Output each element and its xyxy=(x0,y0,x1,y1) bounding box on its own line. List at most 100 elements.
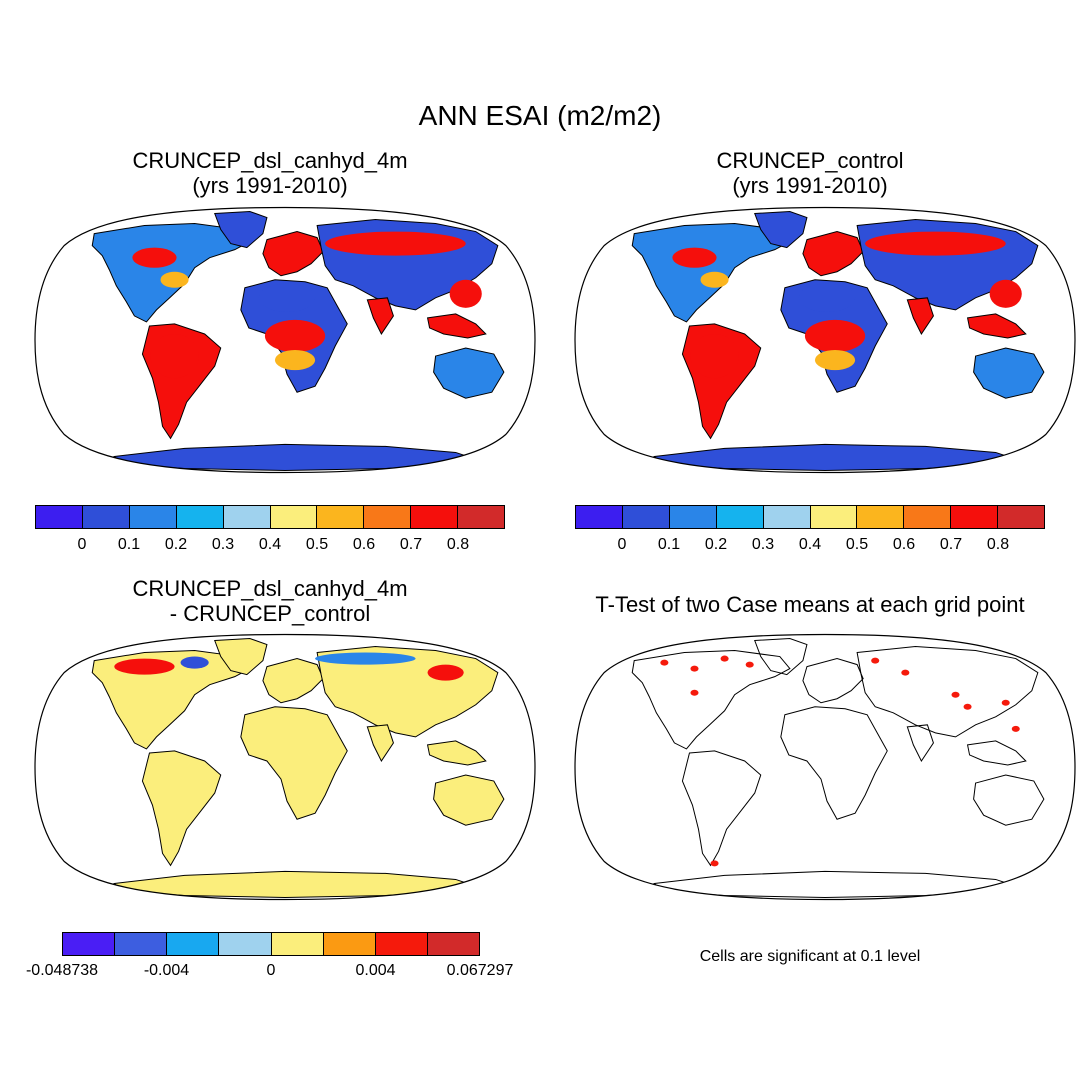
colorbar-box xyxy=(669,506,717,528)
landmass-greenland xyxy=(754,210,808,249)
colorbar-tick-label: 0.5 xyxy=(305,536,329,553)
landmass-africa xyxy=(240,706,348,820)
coastline-greenland xyxy=(754,637,808,676)
colorbar-tick-label: 0.4 xyxy=(798,536,822,553)
colorbar-tick-label: 0.1 xyxy=(117,536,141,553)
colorbar-box xyxy=(576,506,623,528)
colorbar-box xyxy=(716,506,764,528)
colorbar-tick-label: 0.7 xyxy=(939,536,963,553)
high-esai-boreal-america xyxy=(672,247,717,268)
high-esai-east-asia xyxy=(449,279,482,308)
colorbar-tick-label: 0.067297 xyxy=(446,962,514,979)
landmass-europe xyxy=(802,231,864,277)
colorbar-box xyxy=(427,933,479,955)
colorbar-box xyxy=(176,506,224,528)
colorbar-tick-label: 0.4 xyxy=(258,536,282,553)
land-layer xyxy=(631,637,1045,899)
colorbar-tick-label: 0.3 xyxy=(751,536,775,553)
colorbar-tick-label: 0.2 xyxy=(164,536,188,553)
coastline-asia xyxy=(856,646,1039,738)
landmass-australia xyxy=(433,347,505,399)
colorbar-box xyxy=(364,506,412,528)
high-esai-siberia xyxy=(865,231,1006,256)
land-layer xyxy=(91,210,505,472)
panel-title-line1: T-Test of two Case means at each grid po… xyxy=(595,592,1025,617)
significant-cell xyxy=(690,665,699,672)
coastline-seasia xyxy=(966,740,1027,766)
figure-title: ANN ESAI (m2/m2) xyxy=(418,100,662,131)
panel-title-line1: CRUNCEP_control xyxy=(716,148,904,173)
land-layer xyxy=(91,637,505,899)
landmass-greenland xyxy=(214,210,268,249)
colorbar-box xyxy=(904,506,952,528)
panel-title-case: CRUNCEP_dsl_canhyd_4m (yrs 1991-2010) xyxy=(70,148,470,199)
coastline-africa xyxy=(780,706,888,820)
colorbar-box xyxy=(223,506,271,528)
medium-esai-eastern-us xyxy=(160,271,189,288)
diff-mid-siberia xyxy=(315,652,416,665)
colorbar-tick-label: -0.004 xyxy=(143,962,190,979)
colorbar-box xyxy=(167,933,220,955)
landmass-seasia xyxy=(426,313,487,339)
colorbar-tick-label: 0.2 xyxy=(704,536,728,553)
colorbar-control xyxy=(575,505,1045,529)
colorbar-box xyxy=(857,506,905,528)
significant-cell xyxy=(1011,725,1020,732)
medium-esai-eastern-us xyxy=(700,271,729,288)
landmass-samerica xyxy=(141,750,222,867)
high-esai-boreal-america xyxy=(132,247,177,268)
medium-esai-southern-africa xyxy=(274,350,316,371)
colorbar-tick-label: 0 xyxy=(266,962,276,979)
diff-low-hudson xyxy=(180,656,209,669)
map-frame xyxy=(574,206,1076,474)
coastline-europe xyxy=(802,658,864,704)
high-esai-east-asia xyxy=(989,279,1022,308)
coastline-australia xyxy=(973,774,1045,826)
map-ttest xyxy=(574,633,1076,901)
significant-cell xyxy=(720,655,729,662)
panel-title-ttest: T-Test of two Case means at each grid po… xyxy=(540,592,1080,617)
coastline-india xyxy=(906,724,934,762)
map-frame xyxy=(34,633,536,901)
significant-cell xyxy=(963,703,972,710)
map-frame xyxy=(574,633,1076,901)
significant-cell xyxy=(660,659,669,666)
colorbar-box xyxy=(271,933,324,955)
low-esai-sahara xyxy=(798,283,856,312)
significant-cell xyxy=(901,669,910,676)
medium-esai-southern-africa xyxy=(814,350,856,371)
panel-title-line2: - CRUNCEP_control xyxy=(169,601,371,627)
diff-high-east-siberia xyxy=(427,664,464,681)
colorbar-box xyxy=(951,506,999,528)
high-esai-central-africa xyxy=(264,319,326,353)
panel-title-difference: CRUNCEP_dsl_canhyd_4m - CRUNCEP_control xyxy=(70,576,470,627)
low-esai-sahara xyxy=(258,283,316,312)
colorbar-case xyxy=(35,505,505,529)
map-control xyxy=(574,206,1076,474)
landmass-seasia xyxy=(966,313,1027,339)
colorbar-tick-label: 0.6 xyxy=(352,536,376,553)
panel-title-line2: (yrs 1991-2010) xyxy=(732,173,888,199)
high-esai-central-africa xyxy=(804,319,866,353)
colorbar-tick-label: 0.004 xyxy=(355,962,396,979)
significant-cell xyxy=(745,661,754,668)
landmass-europe xyxy=(262,231,324,277)
high-esai-amazon xyxy=(150,333,199,379)
panel-title-line2: (yrs 1991-2010) xyxy=(192,173,348,199)
panel-title-line1: CRUNCEP_dsl_canhyd_4m xyxy=(132,576,408,601)
colorbar-box xyxy=(115,933,168,955)
colorbar-box xyxy=(219,933,272,955)
colorbar-box xyxy=(129,506,177,528)
landmass-europe xyxy=(262,658,324,704)
colorbar-box xyxy=(810,506,858,528)
land-layer xyxy=(631,210,1045,472)
colorbar-box xyxy=(63,933,116,955)
colorbar-tick-label: 0.3 xyxy=(211,536,235,553)
landmass-india xyxy=(366,297,394,335)
significant-cell xyxy=(1001,699,1010,706)
map-case xyxy=(34,206,536,474)
coastline-samerica xyxy=(681,750,762,867)
colorbar-box xyxy=(82,506,130,528)
significant-cell xyxy=(690,689,699,696)
landmass-australia xyxy=(433,774,505,826)
